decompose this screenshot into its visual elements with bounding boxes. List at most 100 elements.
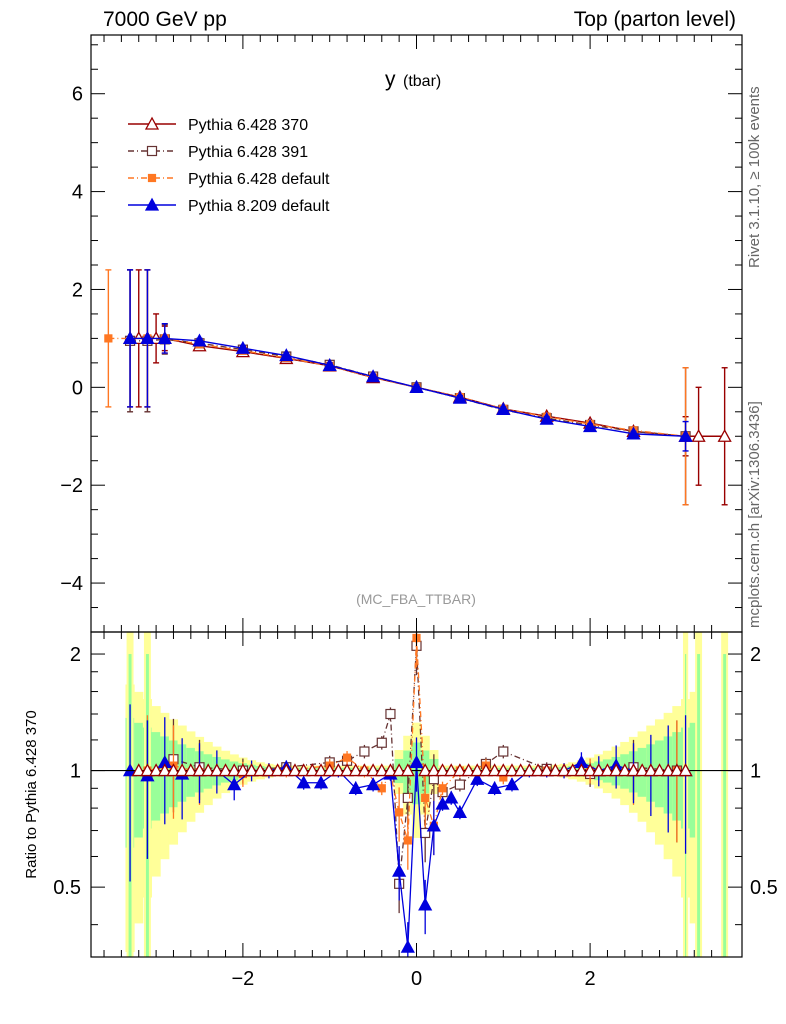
- x-tick-label: 0: [411, 968, 422, 990]
- series-3: [122, 269, 693, 452]
- data-point: [339, 763, 355, 777]
- data-point: [678, 763, 693, 777]
- main-plot-area: [104, 269, 732, 506]
- legend-label: Pythia 6.428 391: [188, 144, 308, 161]
- data-point: [487, 763, 502, 777]
- mcplots-label: mcplots.cern.ch [arXiv:1306.3436]: [746, 401, 763, 628]
- data-point: [392, 763, 407, 777]
- data-point: [279, 763, 294, 777]
- data-point: [669, 763, 684, 777]
- y-tick-label: 0: [72, 377, 83, 399]
- data-point: [691, 428, 706, 442]
- data-point: [104, 334, 113, 343]
- data-point: [617, 763, 632, 777]
- series-line: [108, 337, 686, 437]
- data-point: [279, 348, 294, 362]
- data-point: [227, 763, 242, 777]
- data-point: [626, 426, 641, 440]
- data-point: [157, 763, 172, 777]
- data-point: [175, 763, 190, 777]
- data-point: [192, 333, 207, 347]
- series-2: [104, 269, 690, 506]
- data-point: [591, 763, 606, 777]
- data-point: [513, 763, 528, 777]
- data-point: [400, 763, 415, 777]
- data-point: [140, 331, 155, 345]
- data-point: [548, 763, 563, 777]
- x-tick-label: 2: [585, 968, 596, 990]
- ratio-y-tick-label: 2: [70, 644, 81, 666]
- ratio-line: [147, 645, 677, 884]
- legend-label: Pythia 6.428 default: [188, 171, 330, 188]
- legend: Pythia 6.428 370 Pythia 6.428 391 Pythia 6…: [128, 116, 330, 215]
- plot-frames: −4 −2 0 2 4 6 −2 0 2 0.5 0.5 1 1 2 2 Ratio to Pythia 6.…: [23, 34, 778, 990]
- data-point: [183, 763, 198, 777]
- data-point: [539, 411, 554, 425]
- data-point: [470, 763, 485, 777]
- data-point: [376, 737, 387, 748]
- data-point: [452, 763, 467, 777]
- data-point: [403, 836, 412, 845]
- data-point: [122, 331, 138, 345]
- ratio-y-label: Ratio to Pythia 6.428 370: [23, 710, 40, 878]
- data-point: [357, 763, 372, 777]
- data-point: [635, 763, 650, 777]
- data-point: [652, 763, 667, 777]
- data-point: [296, 763, 311, 777]
- data-point: [522, 763, 537, 777]
- legend-label: Pythia 6.428 370: [188, 117, 308, 134]
- data-point: [395, 808, 404, 817]
- plot-title: y: [385, 68, 396, 91]
- rivet-label: Rivet 3.1.10, ≥ 100k events: [746, 86, 763, 268]
- data-point: [454, 779, 465, 790]
- data-point: [626, 763, 641, 777]
- data-point: [383, 763, 398, 777]
- data-point: [140, 763, 155, 777]
- data-point: [539, 763, 554, 777]
- data-point: [418, 897, 433, 911]
- data-point: [235, 763, 250, 777]
- plot-title-sub: (tbar): [403, 73, 441, 90]
- data-point: [149, 763, 164, 777]
- data-point: [209, 763, 224, 777]
- data-point: [131, 763, 146, 777]
- data-point: [402, 792, 413, 804]
- header-right: Top (parton level): [573, 8, 736, 31]
- data-point: [409, 379, 424, 393]
- legend-label: Pythia 8.209 default: [188, 198, 330, 215]
- legend-marker: [144, 197, 160, 211]
- series-line: [130, 337, 725, 437]
- data-point: [452, 390, 467, 404]
- data-point: [478, 763, 494, 777]
- data-point: [426, 818, 441, 832]
- data-point: [322, 763, 337, 777]
- band-green: [723, 654, 727, 957]
- data-point: [574, 763, 589, 777]
- data-point: [192, 763, 207, 777]
- y-tick-label: 4: [72, 182, 83, 204]
- data-point: [498, 746, 509, 757]
- ratio-series-reference: [131, 763, 693, 777]
- data-point: [470, 771, 485, 785]
- y-tick-label: −2: [60, 475, 83, 497]
- data-point: [426, 763, 441, 777]
- data-point: [287, 763, 303, 777]
- data-point: [435, 763, 450, 777]
- ratio-y-tick-label-right: 2: [750, 644, 761, 666]
- data-point: [504, 763, 520, 777]
- data-point: [366, 777, 381, 791]
- y-tick-label: −4: [60, 573, 83, 595]
- data-point: [418, 763, 433, 777]
- data-point: [530, 763, 546, 777]
- ratio-y-tick-label: 1: [70, 761, 81, 783]
- data-point: [600, 763, 615, 777]
- x-tick-label: −2: [231, 968, 254, 990]
- data-point: [444, 790, 459, 804]
- ratio-y-tick-label-right: 0.5: [750, 877, 778, 899]
- series-0: [122, 269, 732, 506]
- series-line: [130, 338, 686, 437]
- data-point: [313, 775, 329, 789]
- band-green: [697, 654, 701, 957]
- data-point: [609, 763, 624, 777]
- legend-marker: [147, 173, 157, 183]
